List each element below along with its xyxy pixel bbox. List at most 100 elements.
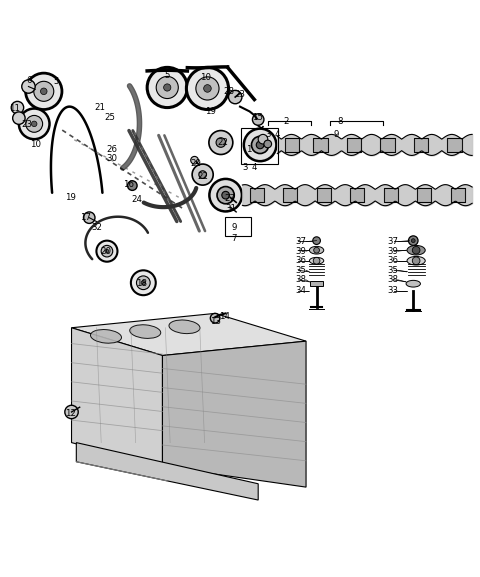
Text: 36: 36 [296,256,307,265]
Circle shape [408,236,418,245]
Ellipse shape [310,257,324,264]
Text: 39: 39 [388,247,398,256]
Bar [283,189,298,202]
Text: 7: 7 [231,234,237,243]
Circle shape [196,77,219,100]
Circle shape [199,171,206,178]
Text: 31: 31 [225,204,236,212]
Bar [311,281,323,286]
Circle shape [34,81,54,102]
Text: 19: 19 [65,193,75,202]
Text: 13: 13 [210,317,221,325]
Text: 9: 9 [333,130,338,139]
Bar [250,189,264,202]
Circle shape [256,141,264,149]
Circle shape [65,405,78,419]
Bar [313,138,327,152]
Circle shape [313,257,320,264]
Text: 26: 26 [106,145,117,154]
Circle shape [191,156,198,164]
Text: 20: 20 [100,247,111,256]
Polygon shape [72,313,306,355]
Circle shape [252,114,264,125]
Text: 38: 38 [388,275,399,284]
Text: 24: 24 [132,196,143,204]
Ellipse shape [406,280,420,287]
Bar [285,138,299,152]
Circle shape [101,245,113,257]
Bar [350,189,364,202]
Text: 2: 2 [283,118,288,126]
Ellipse shape [407,245,425,255]
Text: 19: 19 [205,107,216,116]
Text: 36: 36 [388,256,399,265]
Circle shape [222,192,229,199]
Text: 37: 37 [388,237,399,246]
Text: 22: 22 [218,138,229,147]
Circle shape [204,85,211,92]
Text: 10: 10 [30,140,41,149]
Bar [380,138,395,152]
Text: 4: 4 [252,163,257,173]
Circle shape [12,112,25,124]
Circle shape [26,115,43,132]
Ellipse shape [130,325,161,338]
Circle shape [105,249,109,253]
Circle shape [412,257,420,265]
Text: 23: 23 [235,90,245,99]
Text: 30: 30 [106,154,117,163]
Circle shape [136,276,150,290]
Circle shape [216,138,226,147]
Text: 1: 1 [246,145,252,154]
Bar [317,189,331,202]
Bar [417,189,432,202]
Text: 27: 27 [224,194,235,203]
Text: 21: 21 [95,103,106,112]
Circle shape [147,68,187,107]
Circle shape [412,246,420,254]
Text: 14: 14 [219,312,230,321]
Circle shape [40,88,47,95]
Bar [225,217,251,236]
Circle shape [186,68,228,110]
Text: 18: 18 [136,279,147,288]
Circle shape [96,241,118,262]
Circle shape [11,102,24,114]
Text: 4: 4 [275,130,280,139]
Text: 29: 29 [191,159,202,167]
Text: 35: 35 [296,266,307,275]
Circle shape [314,248,320,253]
Text: 12: 12 [65,410,75,418]
Text: 25: 25 [104,113,115,122]
Circle shape [258,134,268,144]
Bar [451,189,465,202]
Text: 3: 3 [242,163,248,173]
Polygon shape [162,341,306,487]
Circle shape [209,179,242,211]
Circle shape [411,239,415,242]
Circle shape [22,80,35,93]
Circle shape [217,186,234,204]
Bar [241,128,278,164]
Text: 23: 23 [22,121,33,129]
Bar [414,138,428,152]
Text: 5: 5 [53,77,59,86]
Text: 3: 3 [265,130,271,139]
Text: 16: 16 [123,179,134,189]
Circle shape [141,280,145,285]
Polygon shape [72,328,162,467]
Text: 35: 35 [388,266,399,275]
Circle shape [25,73,62,110]
Circle shape [192,164,213,185]
Text: 28: 28 [223,87,234,96]
Text: 17: 17 [80,213,91,222]
Circle shape [313,237,321,245]
Ellipse shape [169,320,200,334]
Circle shape [131,270,156,295]
Text: 34: 34 [296,286,307,295]
Circle shape [264,140,272,148]
Bar [447,138,462,152]
Ellipse shape [91,329,121,343]
Circle shape [84,212,95,223]
Text: 10: 10 [200,73,211,83]
